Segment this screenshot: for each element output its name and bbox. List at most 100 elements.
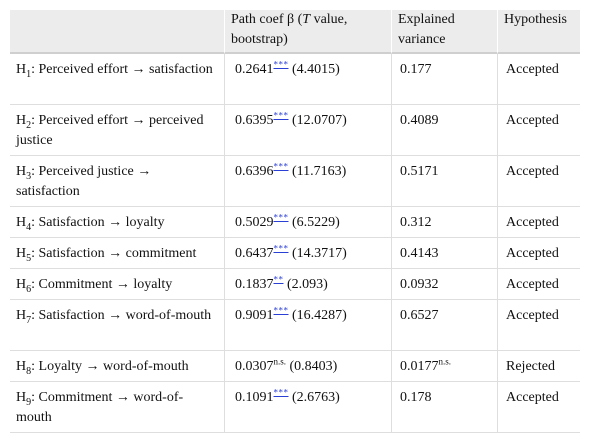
- hypothesis-number: 6: [26, 283, 32, 295]
- t-value: (2.093): [283, 277, 328, 292]
- table-row: H4: Satisfaction → loyalty 0.5029*** (6.5…: [10, 207, 580, 238]
- table-row: H3: Perceived justice → satisfaction 0.63…: [10, 156, 580, 207]
- hypothesis-cell: H2: Perceived effort → perceived justice: [10, 105, 224, 156]
- explained-variance-value: 0.4089: [400, 113, 439, 128]
- hypothesis-label: : Loyalty → word-of-mouth: [31, 359, 189, 374]
- hypothesis-number: 3: [26, 170, 32, 182]
- significance-footnote-link[interactable]: **: [273, 274, 284, 285]
- hypothesis-number: 1: [26, 68, 32, 80]
- results-table-container: Path coef β (T value, bootstrap) Explain…: [10, 10, 580, 433]
- hypothesis-cell: H5: Satisfaction → commitment: [10, 238, 224, 269]
- header-t-symbol: T: [302, 12, 311, 27]
- explained-variance-cell: 0.4089: [391, 105, 497, 156]
- table-row: H5: Satisfaction → commitment 0.6437*** (…: [10, 238, 580, 269]
- significance-footnote-link[interactable]: ***: [273, 305, 289, 316]
- hypothesis-result-cell: Rejected: [497, 351, 580, 382]
- t-value: (12.0707): [288, 113, 347, 128]
- hypothesis-result-cell: Accepted: [497, 207, 580, 238]
- explained-variance-cell: 0.312: [391, 207, 497, 238]
- hypothesis-cell: H6: Commitment → loyalty: [10, 269, 224, 300]
- path-coefficient-cell: 0.6437*** (14.3717): [224, 238, 391, 269]
- hypothesis-letter: H: [16, 390, 27, 405]
- explained-variance-value: 0.0932: [400, 277, 439, 292]
- table-row: H8: Loyalty → word-of-mouth 0.0307n.s. (0…: [10, 351, 580, 382]
- significance-footnote-link[interactable]: ***: [273, 387, 289, 398]
- header-path-coefficient: Path coef β (T value, bootstrap): [224, 10, 391, 54]
- significance-footnote-link[interactable]: ***: [273, 59, 289, 70]
- significance-footnote-link[interactable]: ***: [273, 161, 289, 172]
- hypothesis-letter: H: [16, 62, 27, 77]
- path-coefficient-cell: 0.1091*** (2.6763): [224, 382, 391, 433]
- path-coefficient-cell: 0.1837** (2.093): [224, 269, 391, 300]
- hypothesis-letter: H: [16, 113, 27, 128]
- path-coefficient-value: 0.6395: [235, 113, 274, 128]
- header-path-coefficient-prefix: Path coef β (: [231, 12, 303, 27]
- header-hypothesis-result: Hypothesis: [497, 10, 580, 54]
- hypothesis-cell: H4: Satisfaction → loyalty: [10, 207, 224, 238]
- explained-variance-cell: 0.6527: [391, 300, 497, 351]
- table-row: H1: Perceived effort → satisfaction 0.264…: [10, 54, 580, 105]
- hypothesis-result: Accepted: [506, 164, 559, 179]
- t-value: (2.6763): [288, 390, 340, 405]
- hypothesis-label: : Perceived effort → perceived justice: [16, 113, 204, 148]
- path-coefficient-value: 0.6437: [235, 246, 274, 261]
- explained-variance-value: 0.312: [400, 215, 432, 230]
- header-explained-variance: Explained variance: [391, 10, 497, 54]
- explained-variance-value: 0.178: [400, 390, 432, 405]
- hypothesis-number: 9: [26, 396, 32, 408]
- hypothesis-number: 4: [26, 221, 32, 233]
- t-value: (4.4015): [288, 62, 340, 77]
- hypothesis-letter: H: [16, 246, 27, 261]
- table-row: H9: Commitment → word-of-mouth 0.1091*** …: [10, 382, 580, 433]
- hypothesis-letter: H: [16, 215, 27, 230]
- explained-variance-cell: 0.4143: [391, 238, 497, 269]
- explained-variance-value: 0.4143: [400, 246, 439, 261]
- t-value: (6.5229): [288, 215, 340, 230]
- hypothesis-letter: H: [16, 277, 27, 292]
- header-hypothesis-path: [10, 10, 224, 54]
- significance-footnote-link[interactable]: ***: [273, 212, 289, 223]
- significance-footnote-link[interactable]: ***: [273, 110, 289, 121]
- hypothesis-result: Accepted: [506, 113, 559, 128]
- explained-variance-cell: 0.5171: [391, 156, 497, 207]
- explained-variance-cell: 0.0177n.s.: [391, 351, 497, 382]
- hypothesis-result-cell: Accepted: [497, 238, 580, 269]
- hypothesis-cell: H8: Loyalty → word-of-mouth: [10, 351, 224, 382]
- path-coefficient-value: 0.5029: [235, 215, 274, 230]
- hypothesis-label: : Satisfaction → word-of-mouth: [31, 308, 212, 323]
- path-coefficient-value: 0.2641: [235, 62, 274, 77]
- hypothesis-result: Accepted: [506, 390, 559, 405]
- hypothesis-label: : Perceived effort → satisfaction: [31, 62, 213, 77]
- hypothesis-result: Accepted: [506, 308, 559, 323]
- path-coefficient-value: 0.1837: [235, 277, 274, 292]
- variance-significance-marker: n.s.: [438, 356, 452, 367]
- path-coefficient-value: 0.9091: [235, 308, 274, 323]
- path-coefficient-cell: 0.9091*** (16.4287): [224, 300, 391, 351]
- explained-variance-value: 0.0177: [400, 359, 439, 374]
- table-row: H6: Commitment → loyalty 0.1837** (2.093)…: [10, 269, 580, 300]
- hypothesis-number: 8: [26, 365, 32, 377]
- table-row: H7: Satisfaction → word-of-mouth 0.9091**…: [10, 300, 580, 351]
- hypothesis-result: Accepted: [506, 277, 559, 292]
- hypothesis-result-cell: Accepted: [497, 269, 580, 300]
- t-value: (16.4287): [288, 308, 347, 323]
- hypothesis-result-cell: Accepted: [497, 156, 580, 207]
- path-coefficient-value: 0.1091: [235, 390, 274, 405]
- hypothesis-number: 7: [26, 314, 32, 326]
- significance-footnote-link[interactable]: ***: [273, 243, 289, 254]
- hypothesis-result: Accepted: [506, 62, 559, 77]
- hypothesis-cell: H9: Commitment → word-of-mouth: [10, 382, 224, 433]
- hypothesis-label: : Satisfaction → commitment: [31, 246, 197, 261]
- hypothesis-letter: H: [16, 164, 27, 179]
- path-coefficient-cell: 0.6395*** (12.0707): [224, 105, 391, 156]
- header-row: Path coef β (T value, bootstrap) Explain…: [10, 10, 580, 54]
- hypothesis-label: : Perceived justice → satisfaction: [16, 164, 152, 199]
- hypothesis-cell: H7: Satisfaction → word-of-mouth: [10, 300, 224, 351]
- explained-variance-value: 0.177: [400, 62, 432, 77]
- significance-marker: n.s.: [273, 356, 287, 367]
- hypothesis-result-cell: Accepted: [497, 54, 580, 105]
- header-path-coefficient-suffix: value, bootstrap): [231, 12, 348, 47]
- explained-variance-value: 0.6527: [400, 308, 439, 323]
- path-coefficient-cell: 0.2641*** (4.4015): [224, 54, 391, 105]
- hypothesis-result: Accepted: [506, 246, 559, 261]
